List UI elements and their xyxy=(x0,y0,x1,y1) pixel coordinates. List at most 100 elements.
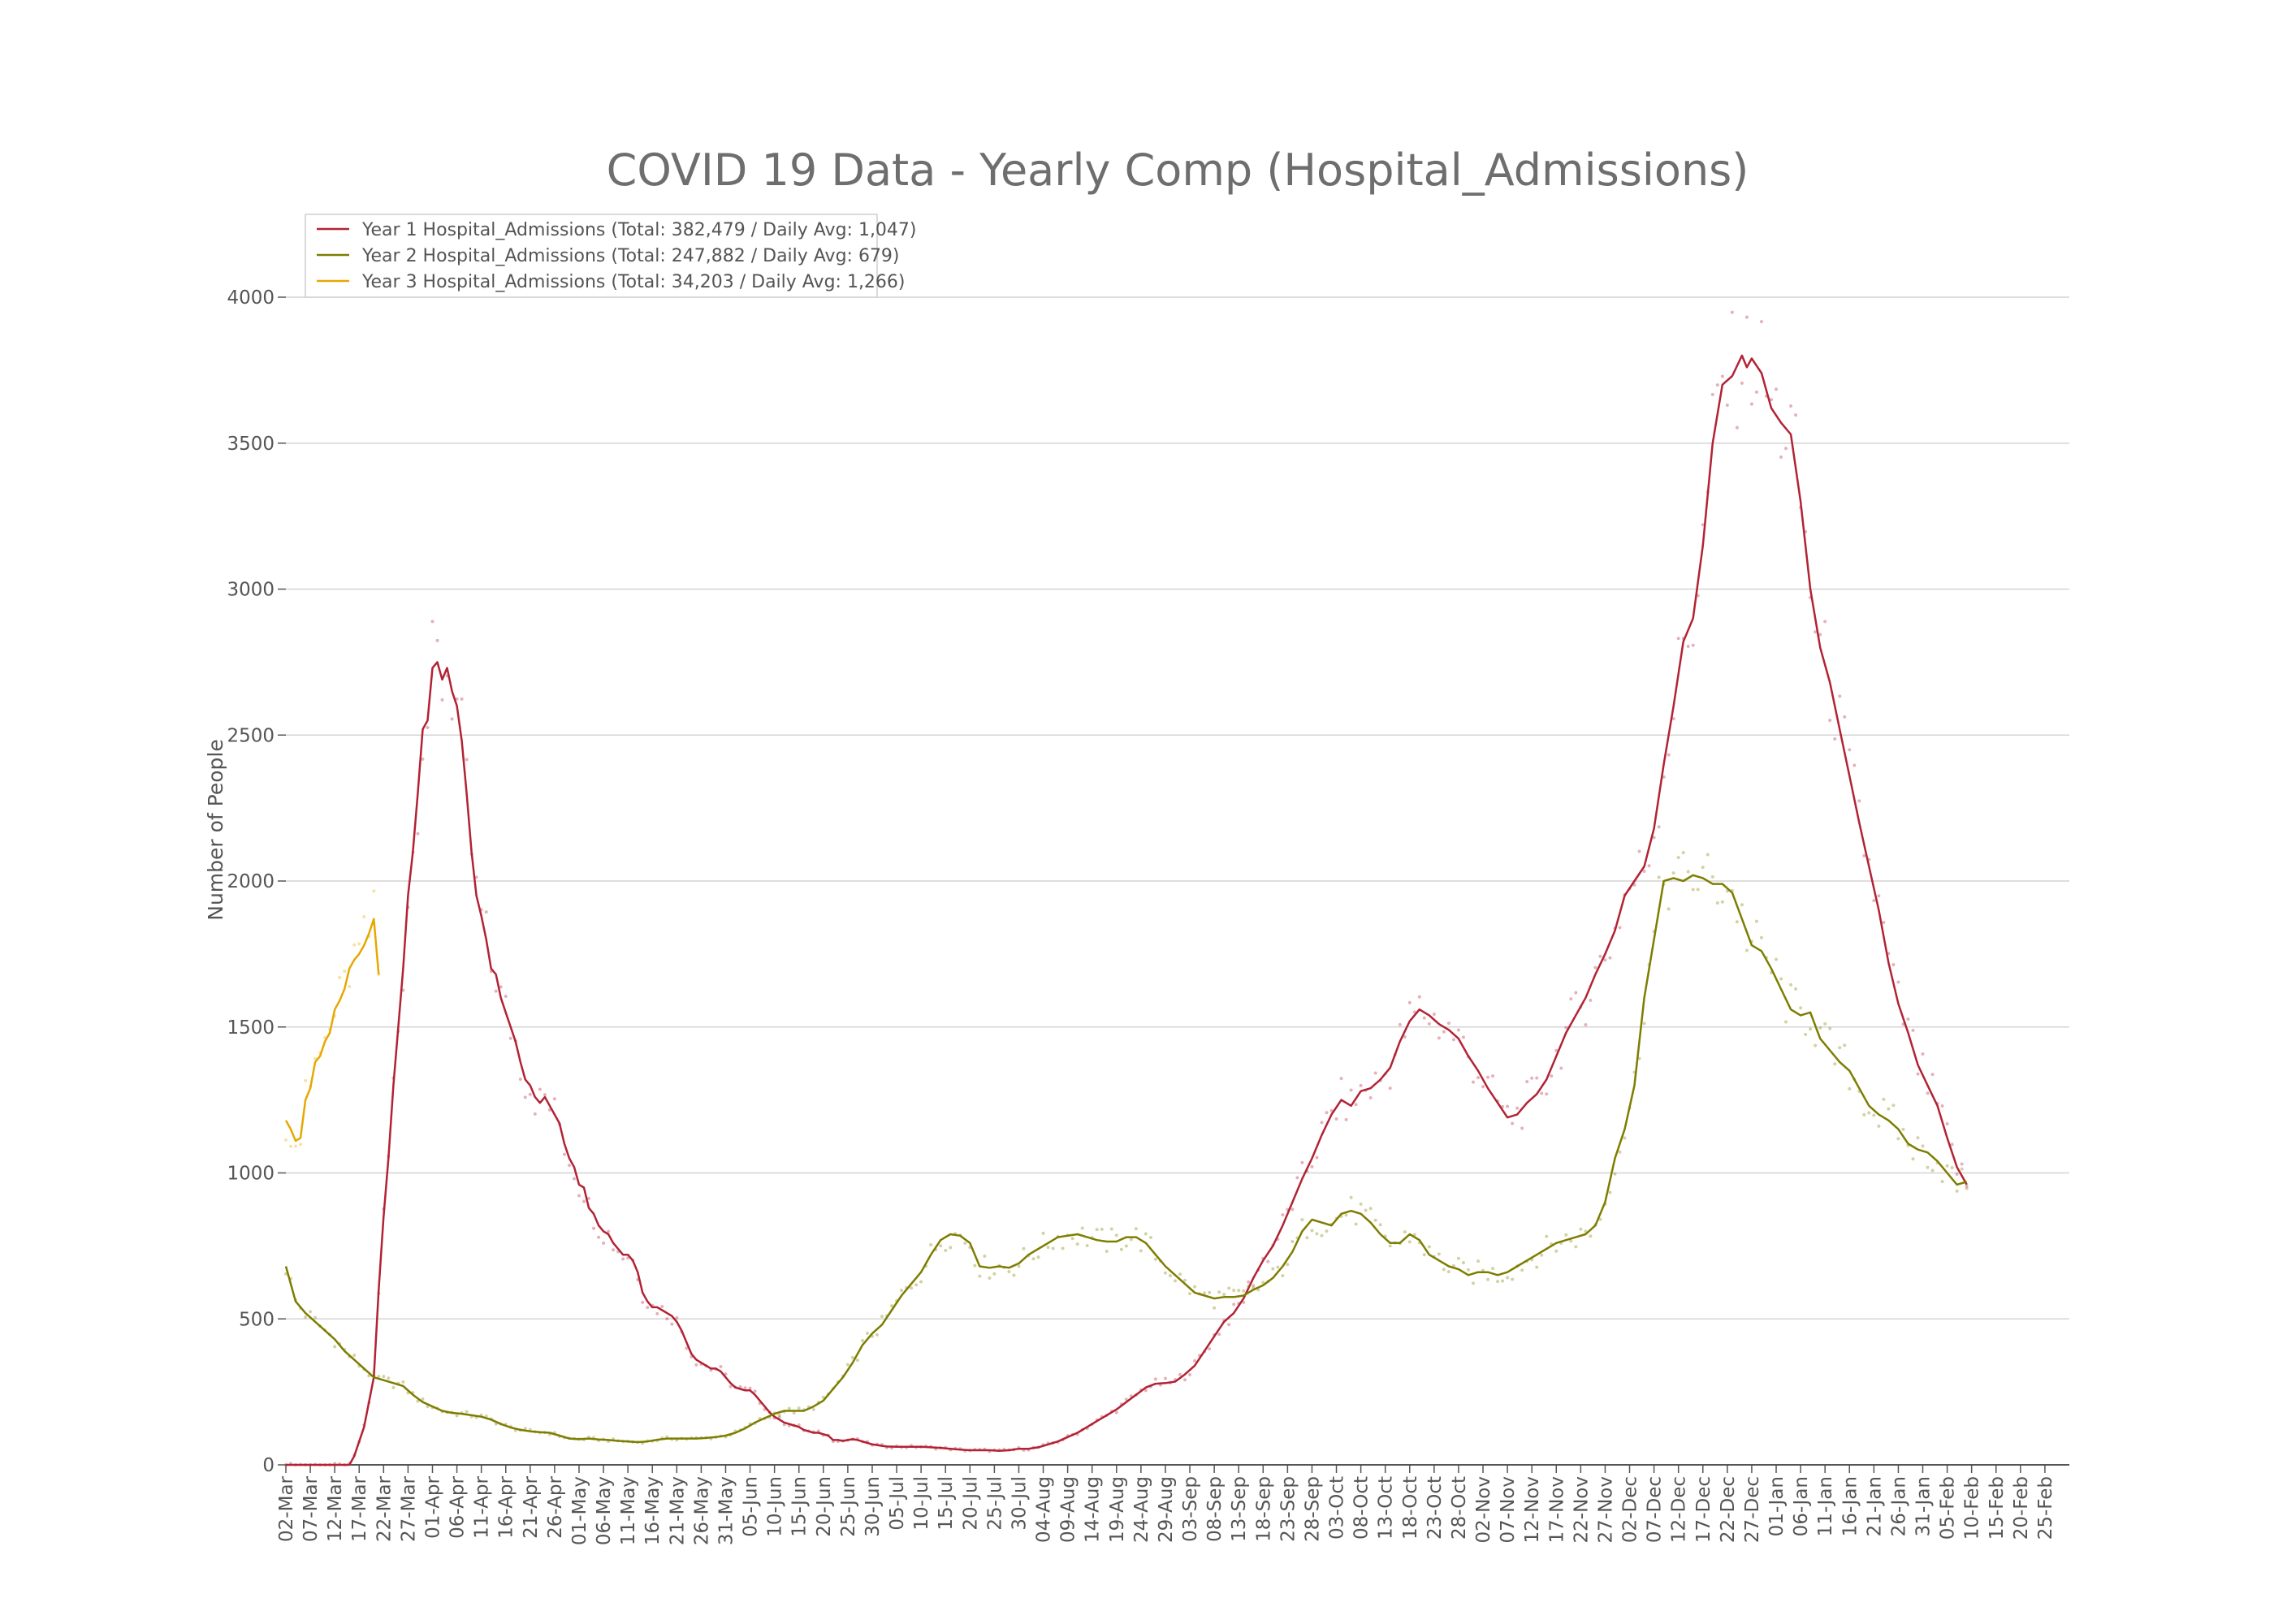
x-tick-label-3: 17-Mar xyxy=(349,1475,370,1542)
series-2-point-223 xyxy=(1373,1218,1377,1222)
series-1-point-292 xyxy=(1710,392,1714,396)
series-2-point-231 xyxy=(1412,1233,1416,1237)
series-1-point-243 xyxy=(1471,1080,1475,1084)
x-tick-label-26: 10-Jul xyxy=(911,1476,932,1531)
series-1-point-78 xyxy=(665,1317,669,1321)
series-2-point-0 xyxy=(284,1272,287,1276)
series-1-point-94 xyxy=(743,1386,747,1390)
series-2-point-177 xyxy=(1148,1236,1152,1240)
series-1-point-300 xyxy=(1749,402,1753,406)
series-2-point-142 xyxy=(978,1274,982,1278)
series-2-point-101 xyxy=(777,1413,781,1417)
series-1-point-80 xyxy=(675,1315,679,1320)
series-2-point-213 xyxy=(1325,1229,1329,1233)
series-3-point-16 xyxy=(362,914,366,918)
series-2-point-229 xyxy=(1403,1230,1407,1234)
x-tick-label-62: 06-Jan xyxy=(1791,1476,1812,1536)
series-1-point-250 xyxy=(1506,1104,1510,1108)
series-1-point-63 xyxy=(592,1226,596,1230)
series-2-point-234 xyxy=(1427,1245,1431,1249)
series-1-point-295 xyxy=(1725,404,1729,408)
series-2-point-341 xyxy=(1950,1165,1954,1169)
series-1-point-271 xyxy=(1608,956,1612,960)
series-2-line xyxy=(284,874,1968,1444)
x-tick-label-55: 02-Dec xyxy=(1620,1476,1641,1543)
series-2-point-313 xyxy=(1814,1043,1818,1047)
series-2-point-121 xyxy=(875,1332,879,1337)
series-1-point-84 xyxy=(694,1363,698,1367)
series-1-point-247 xyxy=(1491,1074,1495,1078)
series-2-point-272 xyxy=(1613,1172,1617,1176)
series-1-point-258 xyxy=(1545,1092,1549,1096)
x-tick-label-72: 25-Feb xyxy=(2035,1476,2056,1540)
series-2-point-221 xyxy=(1364,1208,1368,1212)
series-2-point-116 xyxy=(850,1355,854,1359)
x-tick-label-60: 27-Dec xyxy=(1742,1476,1763,1543)
series-2-point-251 xyxy=(1511,1277,1515,1281)
series-2-point-253 xyxy=(1520,1268,1524,1272)
series-1-point-206 xyxy=(1290,1207,1295,1212)
series-1-point-37 xyxy=(465,758,469,762)
series-2-point-285 xyxy=(1676,856,1680,860)
series-2-point-118 xyxy=(860,1338,864,1342)
series-2-point-337 xyxy=(1930,1168,1935,1173)
series-2-point-307 xyxy=(1784,1020,1788,1024)
x-tick-label-4: 22-Mar xyxy=(374,1475,395,1542)
x-tick-label-18: 31-May xyxy=(715,1476,737,1545)
series-1-point-245 xyxy=(1481,1085,1485,1089)
series-1-point-49 xyxy=(523,1095,527,1099)
series-1-point-70 xyxy=(626,1256,630,1260)
series-3-group xyxy=(284,889,381,1148)
series-2-point-263 xyxy=(1569,1239,1573,1243)
series-2-point-236 xyxy=(1437,1252,1441,1256)
series-1-point-267 xyxy=(1589,998,1593,1002)
series-2-point-37 xyxy=(465,1410,469,1414)
series-2-point-287 xyxy=(1686,870,1690,874)
series-1-point-34 xyxy=(450,717,454,721)
series-1-point-183 xyxy=(1178,1372,1182,1376)
series-2-point-208 xyxy=(1300,1218,1304,1222)
series-2-point-167 xyxy=(1100,1227,1104,1231)
x-tick-label-36: 29-Aug xyxy=(1156,1476,1177,1543)
series-1-point-82 xyxy=(685,1346,689,1350)
series-2-point-202 xyxy=(1271,1267,1275,1271)
series-2-point-242 xyxy=(1466,1268,1470,1272)
series-1-point-201 xyxy=(1266,1259,1270,1263)
x-tick-label-69: 10-Feb xyxy=(1962,1476,1983,1540)
series-2-point-6 xyxy=(313,1315,318,1320)
series-2-point-330 xyxy=(1896,1137,1900,1141)
series-2-point-200 xyxy=(1261,1281,1265,1285)
series-2-point-326 xyxy=(1877,1124,1881,1128)
series-2-point-156 xyxy=(1046,1246,1050,1250)
series-1-point-193 xyxy=(1227,1323,1231,1327)
series-1-point-240 xyxy=(1456,1028,1460,1032)
series-2-point-238 xyxy=(1446,1270,1450,1274)
x-axis-ticks: 02-Mar 07-Mar 12-Mar 17-Mar 22-Mar 27-Mar 01-A… xyxy=(276,1465,2056,1545)
series-1-point-102 xyxy=(782,1423,786,1427)
x-tick-label-51: 12-Nov xyxy=(1522,1476,1543,1543)
series-1-point-327 xyxy=(1882,920,1886,924)
series-2-point-193 xyxy=(1227,1286,1231,1290)
series-2-point-20 xyxy=(382,1375,386,1379)
series-2-point-163 xyxy=(1080,1226,1084,1230)
series-1-point-79 xyxy=(670,1322,674,1326)
legend-label-1: Year 1 Hospital_Admissions (Total: 382,4… xyxy=(361,220,917,240)
series-1-point-208 xyxy=(1300,1160,1304,1164)
series-1-point-326 xyxy=(1877,894,1881,898)
series-2-point-265 xyxy=(1579,1227,1583,1231)
x-tick-label-65: 21-Jan xyxy=(1864,1476,1885,1536)
series-2-point-297 xyxy=(1735,920,1739,924)
series-1-point-196 xyxy=(1242,1300,1246,1304)
series-1-point-251 xyxy=(1511,1121,1515,1125)
x-tick-label-56: 07-Dec xyxy=(1645,1476,1666,1543)
series-1-point-170 xyxy=(1114,1410,1118,1415)
series-2-point-161 xyxy=(1070,1237,1074,1241)
x-tick-label-67: 31-Jan xyxy=(1913,1476,1935,1536)
x-tick-label-1: 07-Mar xyxy=(300,1475,322,1542)
series-1-point-255 xyxy=(1530,1076,1534,1080)
series-2-point-178 xyxy=(1153,1257,1157,1261)
x-tick-label-38: 08-Sep xyxy=(1204,1476,1226,1542)
series-1-point-226 xyxy=(1388,1086,1392,1091)
series-2-point-248 xyxy=(1496,1280,1500,1284)
series-2-point-175 xyxy=(1139,1249,1143,1253)
